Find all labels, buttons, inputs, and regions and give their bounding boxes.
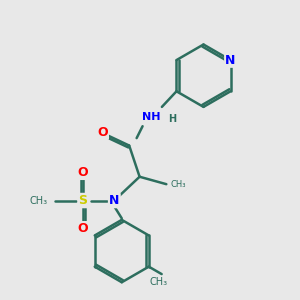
Text: O: O [78,222,88,235]
Text: CH₃: CH₃ [150,277,168,287]
Text: CH₃: CH₃ [29,196,47,206]
Text: N: N [225,54,236,67]
Text: O: O [78,166,88,179]
Text: N: N [109,194,119,207]
Text: CH₃: CH₃ [171,180,186,189]
Text: O: O [97,126,108,139]
Text: S: S [79,194,88,207]
Text: H: H [168,114,176,124]
Text: NH: NH [142,112,161,122]
